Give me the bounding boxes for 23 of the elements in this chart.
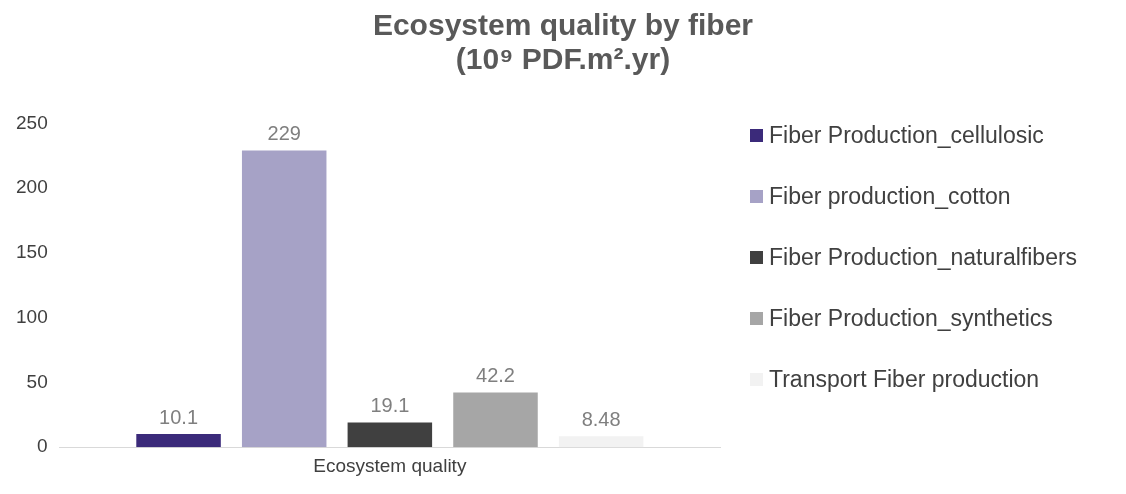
bar bbox=[347, 422, 433, 448]
y-tick-label: 150 bbox=[16, 241, 48, 263]
data-label: 42.2 bbox=[476, 364, 515, 387]
y-tick-label: 0 bbox=[37, 435, 48, 457]
bar bbox=[558, 436, 644, 448]
y-tick-label: 50 bbox=[26, 370, 48, 392]
legend-label: Fiber Production_naturalfibers bbox=[769, 243, 1078, 272]
legend-label: Fiber Production_cellulosic bbox=[769, 121, 1044, 150]
bar bbox=[136, 434, 221, 448]
bar bbox=[241, 150, 327, 448]
chart-title: Ecosystem quality by fiber (10⁹ PDF.m².yr) bbox=[371, 7, 755, 77]
data-label: 229 bbox=[267, 122, 301, 145]
y-tick-label: 250 bbox=[16, 111, 48, 133]
x-tick-label: Ecosystem quality bbox=[313, 454, 467, 476]
legend-label: Transport Fiber production bbox=[769, 365, 1040, 394]
y-tick-label: 100 bbox=[16, 305, 48, 327]
y-tick-label: 200 bbox=[16, 176, 48, 198]
legend-label: Fiber production_cotton bbox=[769, 182, 1011, 211]
data-label: 10.1 bbox=[159, 405, 199, 428]
legend-label: Fiber Production_synthetics bbox=[769, 304, 1053, 333]
bar bbox=[453, 392, 538, 448]
data-label: 19.1 bbox=[370, 393, 410, 416]
data-label: 8.48 bbox=[581, 407, 621, 430]
